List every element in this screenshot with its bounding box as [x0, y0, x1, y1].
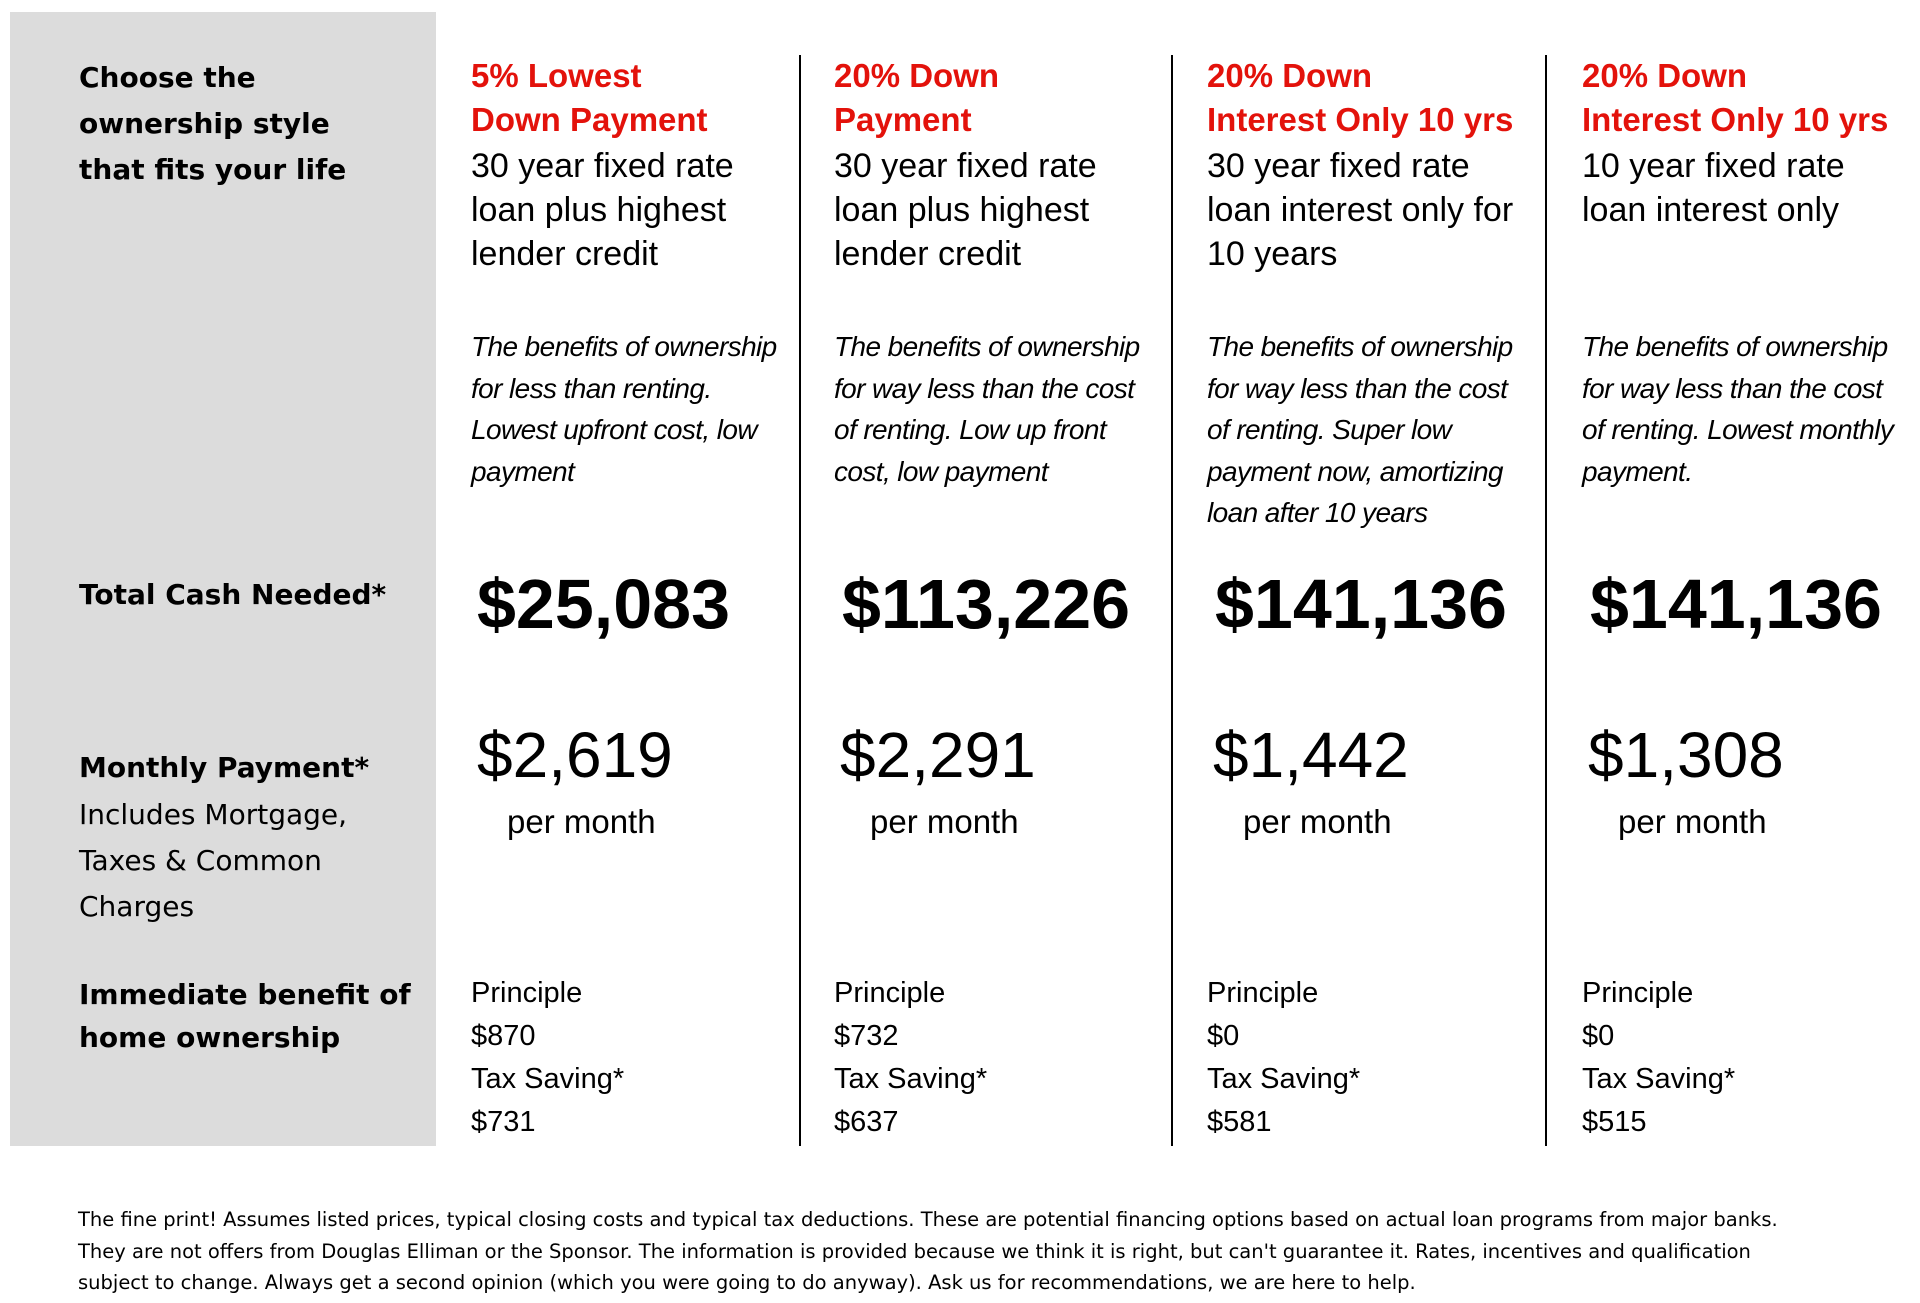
sidebar — [10, 12, 436, 1146]
option-subtitle: 30 year fixed rate — [1207, 147, 1470, 185]
option-title: Interest Only 10 yrs — [1582, 101, 1889, 138]
monthly-payment: $1,308 — [1588, 719, 1784, 791]
option-subtitle: 30 year fixed rate — [834, 147, 1097, 185]
benefit-line: Tax Saving* — [1582, 1063, 1736, 1095]
per-month: per month — [507, 803, 656, 840]
benefit-line: $637 — [834, 1106, 899, 1138]
option-title: Payment — [834, 101, 972, 138]
option-description: The benefits of ownership — [1582, 331, 1888, 362]
option-description: payment. — [1582, 455, 1693, 487]
total-cash-label: Total Cash Needed* — [79, 578, 387, 611]
monthly-payment: $2,619 — [477, 719, 673, 791]
benefit-line: $0 — [1207, 1020, 1240, 1052]
benefit-line: $870 — [471, 1020, 536, 1052]
benefit-line: $0 — [1582, 1020, 1615, 1052]
option-description: payment now, amortizing — [1207, 455, 1504, 487]
benefit-line: $731 — [471, 1106, 536, 1138]
per-month: per month — [1243, 803, 1392, 840]
option-title: Down Payment — [471, 101, 708, 138]
monthly-note: Charges — [79, 890, 195, 923]
benefit-line: Principle — [834, 977, 946, 1009]
option-subtitle: loan interest only for — [1207, 191, 1514, 229]
benefit-line: $581 — [1207, 1106, 1272, 1138]
intro-label: ownership style — [79, 107, 330, 140]
option-subtitle: 30 year fixed rate — [471, 147, 734, 185]
option-subtitle: loan plus highest — [471, 191, 727, 229]
option-description: for less than renting. — [471, 372, 712, 404]
benefit-line: Principle — [1582, 977, 1694, 1009]
total-cash: $141,136 — [1215, 565, 1507, 643]
per-month: per month — [1618, 803, 1767, 840]
monthly-payment: $2,291 — [840, 719, 1036, 791]
benefit-line: $732 — [834, 1020, 899, 1052]
monthly-label: Monthly Payment* — [79, 751, 370, 784]
option-description: payment — [471, 455, 575, 487]
option-description: of renting. Super low — [1207, 414, 1452, 445]
option-title: 20% Down — [1582, 57, 1748, 94]
option-description: cost, low payment — [834, 455, 1049, 487]
option-description: The benefits of ownership — [1207, 331, 1513, 362]
divider — [1171, 55, 1173, 1146]
benefit-line: Tax Saving* — [471, 1063, 625, 1095]
benefit-line: Principle — [1207, 977, 1319, 1009]
option-title: 20% Down — [1207, 57, 1373, 94]
option-description: loan after 10 years — [1207, 497, 1428, 528]
option-subtitle: 10 year fixed rate — [1582, 147, 1845, 185]
option-subtitle: lender credit — [471, 235, 659, 273]
option-description: for way less than the cost — [834, 372, 1135, 404]
option-title: 20% Down — [834, 57, 1000, 94]
divider — [1545, 55, 1547, 1146]
monthly-payment: $1,442 — [1213, 719, 1409, 791]
option-subtitle: loan plus highest — [834, 191, 1090, 229]
intro-label: that fits your life — [79, 153, 347, 186]
option-description: of renting. Lowest monthly — [1582, 414, 1894, 445]
benefit-line: Principle — [471, 977, 583, 1009]
intro-label: Choose the — [79, 61, 256, 94]
option-subtitle: 10 years — [1207, 235, 1338, 273]
benefit-line: Tax Saving* — [1207, 1063, 1361, 1095]
option-subtitle: loan interest only — [1582, 191, 1840, 229]
benefit-line: $515 — [1582, 1106, 1647, 1138]
monthly-note: Includes Mortgage, — [79, 798, 348, 831]
benefit-label: Immediate benefit of — [79, 978, 411, 1011]
option-description: Lowest upfront cost, low — [471, 414, 758, 445]
total-cash: $25,083 — [477, 565, 731, 643]
option-title: Interest Only 10 yrs — [1207, 101, 1514, 138]
option-subtitle: lender credit — [834, 235, 1022, 273]
option-description: The benefits of ownership — [834, 331, 1140, 362]
divider — [799, 55, 801, 1146]
option-description: for way less than the cost — [1207, 372, 1508, 404]
option-description: of renting. Low up front — [834, 414, 1107, 445]
monthly-note: Taxes & Common — [79, 844, 322, 877]
option-title: 5% Lowest — [471, 57, 642, 94]
total-cash: $141,136 — [1590, 565, 1882, 643]
total-cash: $113,226 — [842, 565, 1131, 643]
benefit-label: home ownership — [79, 1021, 341, 1054]
option-description: for way less than the cost — [1582, 372, 1883, 404]
per-month: per month — [870, 803, 1019, 840]
option-description: The benefits of ownership — [471, 331, 777, 362]
fine-print: The fine print! Assumes listed prices, t… — [78, 1208, 1778, 1294]
benefit-line: Tax Saving* — [834, 1063, 988, 1095]
